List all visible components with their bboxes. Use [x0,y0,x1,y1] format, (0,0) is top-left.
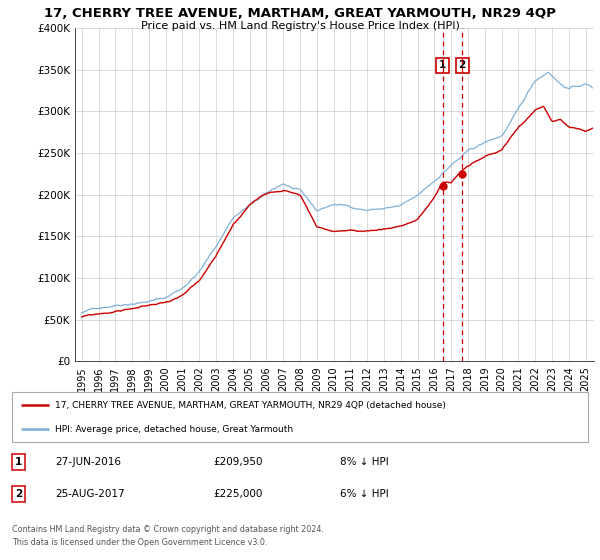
Text: 27-JUN-2016: 27-JUN-2016 [55,457,121,467]
Text: Price paid vs. HM Land Registry's House Price Index (HPI): Price paid vs. HM Land Registry's House … [140,21,460,31]
Text: 2: 2 [15,489,23,499]
Text: 1: 1 [439,60,446,71]
Text: 2: 2 [458,60,466,71]
Text: 6% ↓ HPI: 6% ↓ HPI [340,489,389,499]
Text: HPI: Average price, detached house, Great Yarmouth: HPI: Average price, detached house, Grea… [55,425,293,434]
Text: Contains HM Land Registry data © Crown copyright and database right 2024.: Contains HM Land Registry data © Crown c… [12,525,324,534]
Text: 8% ↓ HPI: 8% ↓ HPI [340,457,389,467]
Text: This data is licensed under the Open Government Licence v3.0.: This data is licensed under the Open Gov… [12,538,268,547]
Text: £225,000: £225,000 [214,489,263,499]
Text: 17, CHERRY TREE AVENUE, MARTHAM, GREAT YARMOUTH, NR29 4QP (detached house): 17, CHERRY TREE AVENUE, MARTHAM, GREAT Y… [55,400,446,409]
Text: 1: 1 [15,457,23,467]
Text: £209,950: £209,950 [214,457,263,467]
Text: 25-AUG-2017: 25-AUG-2017 [55,489,125,499]
Text: 17, CHERRY TREE AVENUE, MARTHAM, GREAT YARMOUTH, NR29 4QP: 17, CHERRY TREE AVENUE, MARTHAM, GREAT Y… [44,7,556,20]
